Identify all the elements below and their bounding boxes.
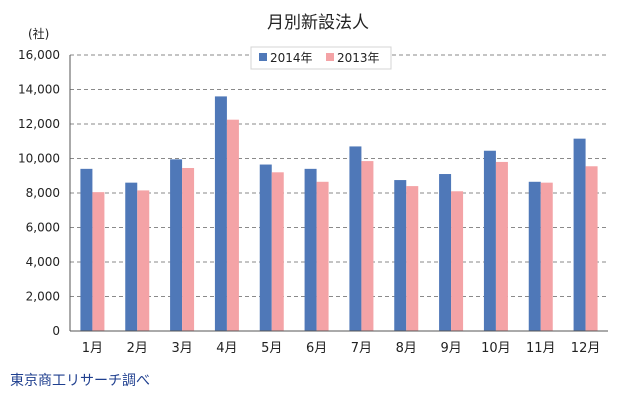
x-tick-label: 11月 bbox=[526, 341, 556, 356]
y-tick-label: 2,000 bbox=[26, 290, 60, 304]
bar-2014年-1月 bbox=[80, 168, 93, 331]
y-tick-label: 10,000 bbox=[18, 152, 60, 166]
legend: 2014年 2013年 bbox=[250, 46, 392, 70]
bar-2013年-4月 bbox=[226, 119, 239, 331]
legend-label: 2013年 bbox=[337, 51, 380, 65]
bar-2013年-2月 bbox=[137, 190, 150, 331]
x-tick-label: 7月 bbox=[351, 341, 372, 356]
bar-2014年-11月 bbox=[528, 181, 541, 331]
bar-2013年-7月 bbox=[361, 161, 374, 331]
bar-2014年-5月 bbox=[259, 164, 272, 331]
bar-2014年-10月 bbox=[483, 150, 496, 331]
bar-2013年-6月 bbox=[316, 181, 329, 331]
bar-2013年-8月 bbox=[406, 186, 419, 331]
legend-swatch bbox=[326, 53, 334, 61]
x-tick-label: 3月 bbox=[171, 341, 192, 356]
bar-2014年-12月 bbox=[573, 138, 586, 331]
y-tick-label: 0 bbox=[52, 324, 60, 338]
x-tick-label: 12月 bbox=[571, 341, 601, 356]
y-tick-label: 4,000 bbox=[26, 255, 60, 269]
x-axis-labels: 1月 2月 3月 4月 5月 6月 7月 8月 9月 10月 11月 12月 bbox=[82, 341, 601, 356]
y-tick-label: 16,000 bbox=[18, 48, 60, 62]
x-tick-label: 8月 bbox=[396, 341, 417, 356]
chart-title: 月別新設法人 bbox=[267, 13, 369, 33]
x-tick-label: 6月 bbox=[306, 341, 327, 356]
bar-2014年-2月 bbox=[125, 182, 138, 331]
bars bbox=[80, 96, 598, 332]
bar-2013年-9月 bbox=[451, 191, 464, 331]
grid-lines bbox=[70, 54, 608, 297]
x-tick-label: 2月 bbox=[127, 341, 148, 356]
x-tick-label: 10月 bbox=[481, 341, 511, 356]
axes bbox=[69, 55, 608, 332]
bar-2014年-9月 bbox=[439, 174, 452, 331]
legend-box bbox=[250, 46, 392, 70]
bar-2013年-1月 bbox=[92, 192, 105, 331]
bar-2014年-7月 bbox=[349, 146, 362, 331]
bar-2013年-5月 bbox=[271, 172, 284, 331]
bar-2014年-8月 bbox=[394, 180, 407, 331]
x-tick-label: 4月 bbox=[216, 341, 237, 356]
bar-2014年-6月 bbox=[304, 168, 317, 331]
y-tick-label: 12,000 bbox=[18, 117, 60, 131]
y-axis-ticks: 0 2,000 4,000 6,000 8,000 10,000 12,000 14,000 1… bbox=[18, 48, 60, 338]
legend-label: 2014年 bbox=[270, 51, 313, 65]
legend-swatch bbox=[259, 53, 267, 61]
y-tick-label: 8,000 bbox=[26, 186, 60, 200]
bar-2013年-12月 bbox=[585, 166, 598, 331]
bar-2014年-4月 bbox=[214, 96, 227, 332]
bar-2013年-3月 bbox=[182, 167, 195, 331]
x-tick-label: 1月 bbox=[82, 341, 103, 356]
y-axis-unit-label: (社) bbox=[28, 26, 49, 41]
bar-2013年-11月 bbox=[540, 182, 553, 331]
x-tick-label: 9月 bbox=[440, 341, 461, 356]
x-tick-label: 5月 bbox=[261, 341, 282, 356]
source-note: 東京商工リサーチ調べ bbox=[10, 373, 150, 389]
bar-2014年-3月 bbox=[170, 159, 183, 331]
bar-2013年-10月 bbox=[495, 161, 508, 331]
y-tick-label: 6,000 bbox=[26, 221, 60, 235]
y-tick-label: 14,000 bbox=[18, 83, 60, 97]
